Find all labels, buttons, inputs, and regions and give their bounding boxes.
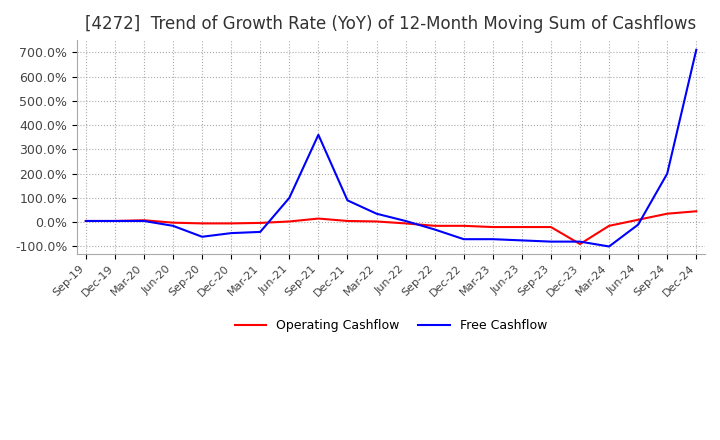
Operating Cashflow bbox=[518, 224, 526, 230]
Operating Cashflow bbox=[140, 218, 148, 223]
Free Cashflow bbox=[227, 231, 235, 236]
Free Cashflow bbox=[401, 218, 410, 224]
Title: [4272]  Trend of Growth Rate (YoY) of 12-Month Moving Sum of Cashflows: [4272] Trend of Growth Rate (YoY) of 12-… bbox=[86, 15, 697, 33]
Free Cashflow bbox=[518, 238, 526, 243]
Free Cashflow bbox=[692, 47, 701, 52]
Operating Cashflow bbox=[663, 211, 672, 216]
Free Cashflow bbox=[285, 195, 294, 201]
Free Cashflow bbox=[140, 218, 148, 224]
Operating Cashflow bbox=[198, 221, 207, 226]
Free Cashflow bbox=[343, 198, 352, 203]
Free Cashflow bbox=[488, 237, 497, 242]
Free Cashflow bbox=[168, 223, 177, 228]
Operating Cashflow bbox=[546, 224, 555, 230]
Operating Cashflow bbox=[372, 219, 381, 224]
Operating Cashflow bbox=[111, 218, 120, 224]
Operating Cashflow bbox=[81, 218, 90, 224]
Free Cashflow bbox=[634, 222, 642, 227]
Line: Operating Cashflow: Operating Cashflow bbox=[86, 211, 696, 244]
Legend: Operating Cashflow, Free Cashflow: Operating Cashflow, Free Cashflow bbox=[230, 314, 552, 337]
Free Cashflow bbox=[546, 239, 555, 244]
Free Cashflow bbox=[198, 234, 207, 239]
Free Cashflow bbox=[81, 218, 90, 224]
Free Cashflow bbox=[111, 218, 120, 224]
Operating Cashflow bbox=[488, 224, 497, 230]
Free Cashflow bbox=[663, 171, 672, 176]
Operating Cashflow bbox=[343, 218, 352, 224]
Operating Cashflow bbox=[285, 219, 294, 224]
Operating Cashflow bbox=[227, 221, 235, 226]
Free Cashflow bbox=[372, 211, 381, 216]
Operating Cashflow bbox=[634, 217, 642, 222]
Line: Free Cashflow: Free Cashflow bbox=[86, 50, 696, 246]
Operating Cashflow bbox=[256, 220, 264, 226]
Operating Cashflow bbox=[168, 220, 177, 225]
Operating Cashflow bbox=[605, 223, 613, 228]
Operating Cashflow bbox=[401, 221, 410, 226]
Operating Cashflow bbox=[314, 216, 323, 221]
Free Cashflow bbox=[459, 237, 468, 242]
Operating Cashflow bbox=[459, 223, 468, 228]
Free Cashflow bbox=[314, 132, 323, 137]
Free Cashflow bbox=[431, 227, 439, 232]
Operating Cashflow bbox=[431, 223, 439, 228]
Free Cashflow bbox=[256, 229, 264, 235]
Operating Cashflow bbox=[576, 242, 585, 247]
Operating Cashflow bbox=[692, 209, 701, 214]
Free Cashflow bbox=[605, 244, 613, 249]
Free Cashflow bbox=[576, 239, 585, 244]
